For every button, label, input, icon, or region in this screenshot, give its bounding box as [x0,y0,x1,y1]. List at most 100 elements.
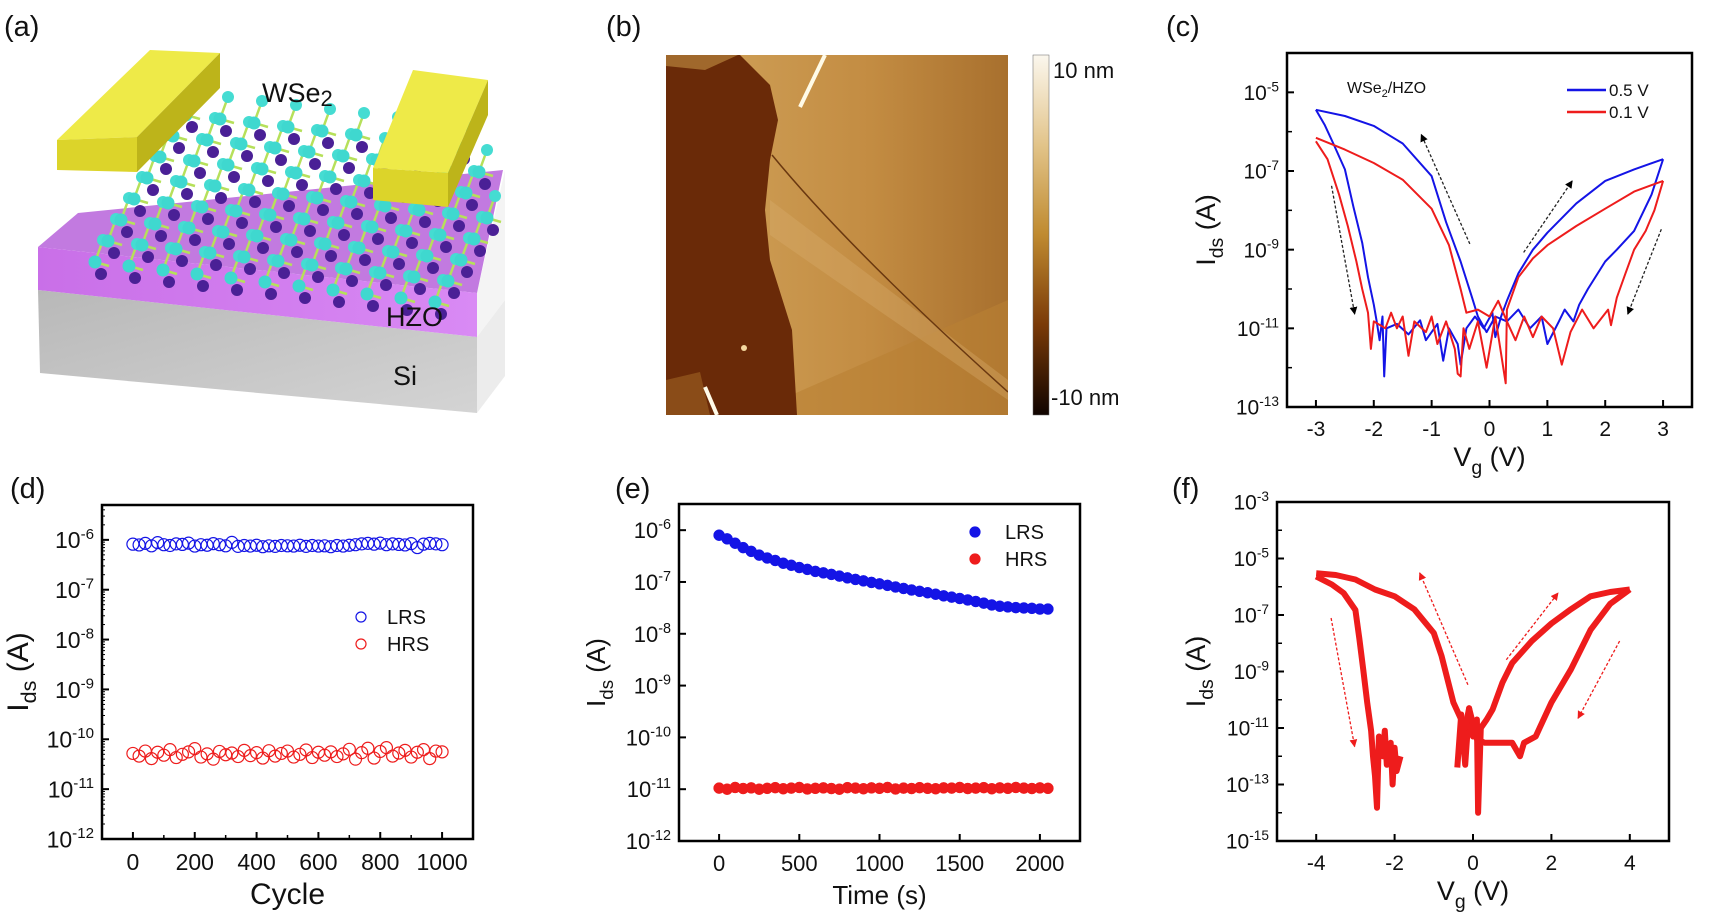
data-point-hrs [194,750,208,764]
selenium-atom [195,200,209,214]
data-point-hrs [274,746,288,761]
selenium-atom [169,242,183,256]
x-tick-label: 200 [176,849,214,875]
selenium-atom [200,133,214,147]
x-tick-label: 3 [1657,418,1669,441]
selenium-atom [216,225,230,239]
y-tick-label: 10-13 [1236,394,1279,420]
panel-label-b: (b) [606,11,641,43]
selenium-atom [221,158,235,172]
tungsten-atom [202,213,214,225]
selenium-atom [88,255,102,269]
selenium-atom [394,291,408,305]
legend: LRS HRS [969,522,1047,571]
data-point-lrs [435,538,449,552]
selenium-atom [323,170,337,184]
tungsten-atom [461,266,473,278]
selenium-atom [344,195,358,209]
tungsten-atom [134,205,146,217]
sweep-direction-arrow [1505,592,1559,661]
data-point-hrs [392,746,406,760]
tungsten-atom [163,276,175,288]
plot-area [713,529,1054,795]
x-tick-label: 600 [299,849,337,875]
tungsten-atom [346,275,358,287]
tungsten-atom [231,284,243,296]
tungsten-atom [244,263,256,275]
afm-substrate-region [666,55,797,415]
chart-d: 0 200 400 600 800 1000 10-12 10-11 10-10 10-9 10-8… [2,503,475,911]
y-tick-label: 10-7 [55,576,94,603]
legend-marker-hrs [969,553,981,565]
tungsten-atom [299,292,311,304]
y-tick-label: 10-9 [1233,659,1269,685]
x-tick-label: 4 [1624,852,1636,875]
x-tick-label: 1000 [416,849,467,875]
tungsten-atom [479,178,491,190]
selenium-atom [190,267,204,281]
plot-area [1314,570,1632,816]
sweep-direction-arrow [1420,133,1471,245]
right-electrode-top [373,70,488,173]
legend-marker-hrs [355,638,367,650]
x-tick-label: 0 [1484,418,1496,441]
y-tick-label: 10-7 [1243,158,1279,184]
data-point-hrs [243,749,257,763]
selenium-atom [467,232,481,246]
si-substrate [38,290,477,413]
tungsten-atom [487,224,499,236]
data-point-hrs [219,748,233,762]
tungsten-atom [309,158,321,170]
hzo-side-face [477,170,505,337]
y-tick-label: 10-8 [55,626,94,653]
data-point-lrs [151,536,165,550]
tungsten-atom [129,272,141,284]
selenium-atom [446,207,460,221]
tungsten-atom [262,175,274,187]
x-tick-label: 800 [361,849,399,875]
selenium-atom [174,175,188,189]
device-schematic: WSe2 HZO Si [38,50,505,413]
selenium-atom [255,162,269,176]
chart-f: -4 -2 0 2 4 10-15 10-13 10-11 10-9 10-7 10-5 10-3 Vg… [1181,489,1671,913]
selenium-atom [378,199,392,213]
series-line-0.1V [1315,140,1664,385]
colorbar-max-label: 10 nm [1053,58,1114,83]
tungsten-atom [283,200,295,212]
selenium-atom [256,95,268,107]
selenium-atom [297,212,311,226]
colorbar-min-label: -10 nm [1051,385,1119,410]
data-point-lrs [1042,603,1054,615]
tungsten-atom [338,229,350,241]
x-tick-label: 1500 [935,851,984,876]
x-tick-label: 1 [1542,418,1554,441]
legend-label: HRS [387,634,429,656]
y-tick-label: 10-5 [1233,546,1269,572]
selenium-atom [284,233,298,247]
selenium-atom [213,112,227,126]
data-point-hrs [367,751,381,765]
y-tick-label: 10-11 [48,775,94,802]
selenium-atom [140,171,154,185]
y-tick-label: 10-11 [627,776,671,802]
legend-label: 0.5 V [1609,81,1649,100]
tungsten-atom [333,296,345,308]
data-point-hrs [435,745,449,759]
selenium-atom [122,259,136,273]
x-tick-label: 2000 [1015,851,1064,876]
legend-label: LRS [1005,522,1044,544]
series-line-0.5V [1315,109,1664,378]
selenium-atom [360,287,374,301]
selenium-atom [420,249,434,263]
tungsten-atom [265,288,277,300]
selenium-atom [203,246,217,260]
legend: 0.5 V 0.1 V [1567,81,1649,122]
selenium-atom [310,191,324,205]
data-point-hrs [423,751,437,766]
series-line-sweep [1315,570,1632,760]
y-tick-label: 10-11 [1237,315,1279,341]
x-axis-label: Vg (V) [1437,876,1509,913]
tungsten-atom [440,241,452,253]
y-tick-label: 10-15 [1226,828,1270,854]
